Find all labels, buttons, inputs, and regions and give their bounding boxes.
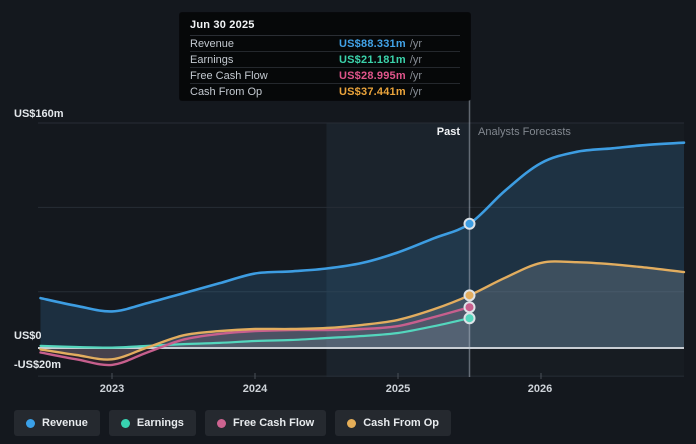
tooltip-row-free-cash-flow: Free Cash Flow US$28.995m /yr: [190, 68, 460, 84]
legend-item-earnings[interactable]: Earnings: [108, 410, 196, 436]
revenue-area: [40, 142, 684, 348]
free-cash-flow-area: [40, 307, 470, 366]
analysts-forecasts-label: Analysts Forecasts: [478, 126, 571, 138]
chart-tooltip: Jun 30 2025 Revenue US$88.331m /yr Earni…: [180, 13, 470, 100]
tooltip-revenue-value: US$88.331m: [339, 37, 406, 50]
legend-item-revenue[interactable]: Revenue: [14, 410, 100, 436]
cash-from-op-marker[interactable]: [463, 289, 476, 302]
tooltip-fcf-value: US$28.995m: [339, 69, 406, 82]
tooltip-earnings-suffix: /yr: [409, 53, 423, 66]
legend-earnings-label: Earnings: [136, 417, 184, 429]
legend-item-cash-from-op[interactable]: Cash From Op: [335, 410, 452, 436]
revenue-marker[interactable]: [463, 217, 476, 230]
tooltip-cfo-label: Cash From Op: [190, 85, 263, 98]
earnings-dot-icon: [120, 418, 130, 428]
tooltip-row-revenue: Revenue US$88.331m /yr: [190, 36, 460, 52]
x-axis-label-2026: 2026: [527, 383, 553, 395]
tooltip-cfo-value: US$37.441m: [339, 85, 406, 98]
earnings-marker[interactable]: [463, 312, 476, 325]
y-axis-label-neg20m: -US$20m: [14, 359, 62, 371]
tooltip-fcf-suffix: /yr: [409, 69, 423, 82]
tooltip-date: Jun 30 2025: [190, 13, 460, 36]
chart-legend: Revenue Earnings Free Cash Flow Cash Fro…: [14, 410, 452, 436]
tooltip-row-earnings: Earnings US$21.181m /yr: [190, 52, 460, 68]
cash-from-op-line: [39, 260, 686, 361]
free-cash-flow-marker[interactable]: [463, 301, 476, 314]
tooltip-earnings-label: Earnings: [190, 53, 234, 66]
tooltip-earnings-value: US$21.181m: [339, 53, 406, 66]
free-cash-flow-dot-icon: [216, 418, 226, 428]
tooltip-revenue-suffix: /yr: [409, 37, 423, 50]
free-cash-flow-line: [39, 306, 471, 367]
tooltip-row-cash-from-op: Cash From Op US$37.441m /yr: [190, 84, 460, 99]
past-label: Past: [436, 126, 460, 138]
y-axis-label-0: US$0: [14, 330, 42, 342]
legend-fcf-label: Free Cash Flow: [232, 417, 315, 429]
revenue-line: [39, 141, 686, 313]
x-axis-label-2023: 2023: [99, 383, 125, 395]
tooltip-cfo-suffix: /yr: [409, 85, 423, 98]
revenue-dot-icon: [26, 418, 35, 428]
y-axis-label-160m: US$160m: [14, 108, 64, 120]
legend-revenue-label: Revenue: [42, 417, 88, 429]
tooltip-fcf-label: Free Cash Flow: [190, 69, 268, 82]
earnings-line: [39, 317, 471, 349]
x-axis-label-2024: 2024: [242, 383, 268, 395]
legend-item-free-cash-flow[interactable]: Free Cash Flow: [204, 410, 327, 436]
cash-from-op-dot-icon: [347, 418, 357, 428]
earnings-area: [40, 318, 470, 348]
legend-cfo-label: Cash From Op: [363, 417, 440, 429]
x-axis-label-2025: 2025: [385, 383, 411, 395]
past-year-highlight-band: [326, 123, 470, 377]
tooltip-revenue-label: Revenue: [190, 37, 235, 50]
